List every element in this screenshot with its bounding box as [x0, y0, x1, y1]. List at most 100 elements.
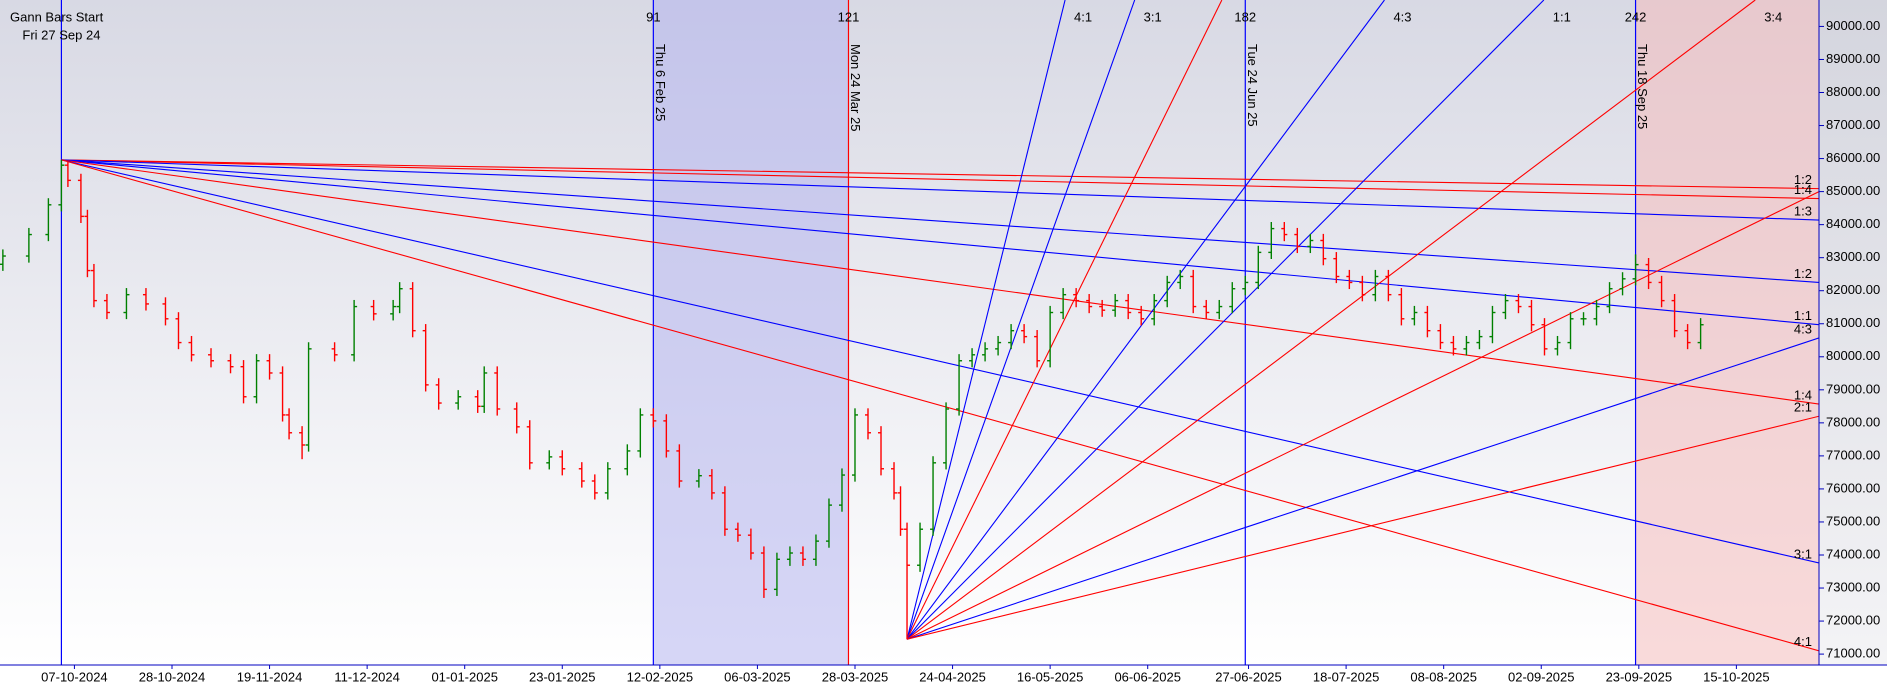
fan-label: 4:3 [1393, 9, 1411, 24]
price-bar [1606, 282, 1613, 314]
price-bar [747, 528, 754, 560]
x-tick-label: 01-01-2025 [431, 669, 498, 684]
price-bar [390, 299, 397, 321]
price-bar [1671, 294, 1678, 338]
price-bar [1372, 269, 1379, 302]
x-tick-label: 15-10-2025 [1703, 669, 1770, 684]
gann-fan-line [906, 0, 1756, 640]
price-bar [825, 498, 832, 548]
price-bar [305, 342, 312, 452]
x-tick-label: 02-09-2025 [1508, 669, 1575, 684]
price-bar [864, 408, 871, 440]
time-axis-background [0, 665, 1887, 685]
y-tick-label: 73000.00 [1826, 579, 1880, 594]
x-tick-label: 06-03-2025 [724, 669, 791, 684]
price-bar [1463, 335, 1470, 356]
y-tick-label: 72000.00 [1826, 613, 1880, 628]
price-bar [1398, 288, 1405, 326]
y-tick-label: 78000.00 [1826, 414, 1880, 429]
marker-date: Thu 6 Feb 25 [653, 44, 668, 121]
price-bar [1580, 312, 1587, 326]
marker-date: Thu 18 Sep 25 [1635, 44, 1650, 129]
gann-fan-line [61, 159, 1819, 200]
price-bar [1268, 221, 1275, 259]
x-tick-label: 28-03-2025 [822, 669, 889, 684]
price-bar [1450, 335, 1457, 356]
gann-fan-line [906, 337, 1819, 640]
gann-fan-line [61, 159, 1819, 564]
price-bar [175, 312, 182, 350]
marker-count: 182 [1234, 9, 1256, 24]
price-bar [1502, 294, 1509, 320]
price-bar [409, 282, 416, 338]
price-bar [786, 546, 793, 566]
price-bar [1541, 318, 1548, 356]
gann-fan-line [61, 159, 1819, 652]
fan-label: 1:1 [1794, 308, 1812, 323]
y-tick-label: 74000.00 [1826, 546, 1880, 561]
price-bar [422, 324, 429, 392]
price-bar [760, 546, 767, 598]
price-bar [904, 522, 911, 640]
price-bar [1047, 305, 1054, 368]
marker-date: Mon 24 Mar 25 [848, 44, 863, 131]
price-bar [240, 360, 247, 404]
fan-label: 1:2 [1794, 172, 1812, 187]
price-bar [266, 354, 273, 380]
price-bar [1190, 269, 1197, 314]
gann-fan-line [61, 159, 1819, 326]
fan-label: 4:1 [1074, 9, 1092, 24]
fan-label: 4:1 [1794, 634, 1812, 649]
price-bar [188, 335, 195, 362]
price-bar [162, 297, 169, 326]
plot-background [0, 0, 1819, 665]
shaded-region [1635, 0, 1819, 665]
price-bar [650, 408, 657, 428]
price-bar [1593, 299, 1600, 326]
price-bar [559, 450, 566, 476]
price-bar [1554, 335, 1561, 356]
price-bar [1073, 288, 1080, 308]
price-bar [77, 173, 84, 223]
y-tick-label: 82000.00 [1826, 282, 1880, 297]
price-bar [1112, 294, 1119, 317]
fan-label: 1:4 [1794, 387, 1812, 402]
marker-count: 242 [1625, 9, 1647, 24]
y-tick-label: 90000.00 [1826, 18, 1880, 33]
price-bar [1164, 275, 1171, 308]
price-bar [455, 390, 462, 410]
gann-fan-line [61, 159, 1819, 284]
price-bar [435, 378, 442, 410]
x-tick-label: 07-10-2024 [41, 669, 108, 684]
price-bar [1567, 312, 1574, 350]
fan-label: 1:2 [1794, 266, 1812, 281]
price-bar [995, 335, 1002, 356]
price-bar [546, 450, 553, 470]
gann-fan-line [906, 0, 1223, 640]
price-bar [1034, 330, 1041, 368]
y-tick-label: 77000.00 [1826, 447, 1880, 462]
price-bar [1658, 275, 1665, 308]
fan-label: 1:1 [1553, 9, 1571, 24]
x-tick-label: 18-07-2025 [1313, 669, 1380, 684]
price-bar [930, 456, 937, 536]
gann-fan-line [906, 415, 1819, 640]
fan-label: 4:3 [1794, 321, 1812, 336]
fan-label: 3:1 [1794, 546, 1812, 561]
price-bar [799, 546, 806, 566]
price-bar [351, 299, 358, 362]
price-bar [58, 159, 65, 212]
y-tick-label: 75000.00 [1826, 513, 1880, 528]
y-tick-label: 88000.00 [1826, 84, 1880, 99]
y-tick-label: 71000.00 [1826, 646, 1880, 661]
y-tick-label: 76000.00 [1826, 480, 1880, 495]
y-tick-label: 81000.00 [1826, 315, 1880, 330]
start-date: Fri 27 Sep 24 [22, 27, 100, 42]
y-tick-label: 86000.00 [1826, 150, 1880, 165]
price-bar [637, 408, 644, 458]
price-bar [1645, 258, 1652, 290]
price-bar [1346, 269, 1353, 290]
price-bar [299, 426, 306, 460]
x-tick-label: 11-12-2024 [334, 669, 400, 684]
